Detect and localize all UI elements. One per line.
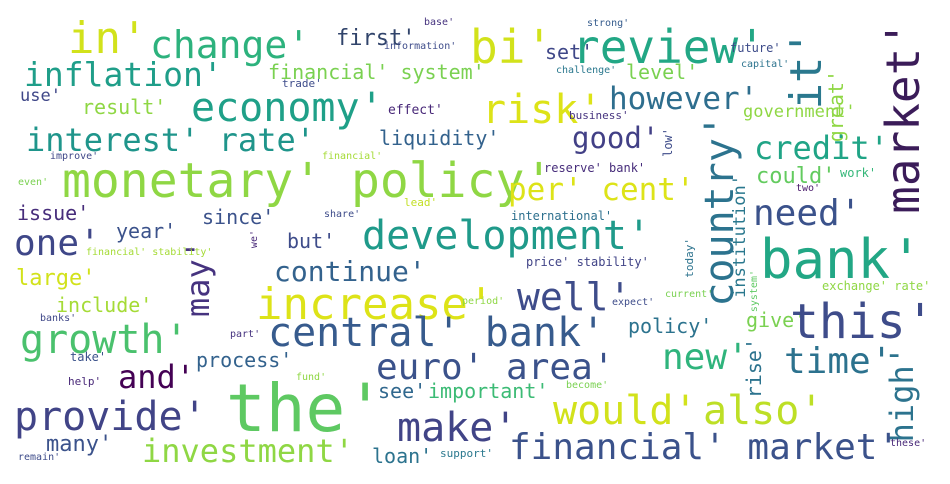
word-per-cent: per' cent': [508, 172, 695, 208]
word-the: the': [226, 370, 385, 447]
word-make: make': [397, 405, 518, 451]
word-business: business': [569, 109, 629, 122]
word-exchange-rate: exchange' rate': [822, 279, 931, 293]
word-include: include': [56, 293, 153, 317]
word-bank: bank': [760, 228, 923, 291]
word-take: take': [70, 350, 107, 364]
word-first: first': [336, 26, 416, 51]
word-set: set': [545, 40, 594, 64]
word-change: change': [150, 23, 311, 67]
word-banks: banks': [40, 313, 77, 324]
word-bi: bi': [470, 20, 554, 74]
word-these: these': [890, 438, 927, 449]
word-institution: institution': [730, 175, 750, 298]
word-also: also': [703, 388, 824, 434]
word-many: many': [46, 432, 113, 457]
word-financial-market: financial' market': [509, 427, 900, 468]
word-current: current': [665, 289, 714, 300]
word-development: development': [362, 213, 651, 259]
word-new: new': [662, 337, 749, 378]
word-need: need': [753, 193, 862, 234]
word-share: share': [324, 209, 361, 220]
word-strong: strong': [587, 18, 630, 29]
word-trade: trade': [282, 77, 322, 90]
word-fund: fund': [296, 372, 327, 383]
word-would: would': [553, 388, 698, 434]
word-and: and': [118, 358, 196, 396]
word-financial: financial': [322, 151, 383, 162]
word-investment: investment': [142, 432, 354, 470]
word-central-bank: central' bank': [268, 310, 606, 356]
word-capital: capital': [741, 59, 790, 70]
word-year: year': [116, 219, 177, 243]
word-increase: increase': [256, 279, 495, 330]
word-one: one': [14, 223, 101, 264]
word-large: large': [16, 266, 96, 291]
word-base: base': [424, 17, 455, 28]
word-provide: provide': [14, 394, 207, 440]
word-effect: effect': [388, 103, 443, 118]
word-this: this': [790, 294, 935, 350]
word-credit: credit': [754, 129, 889, 167]
word-help: help': [68, 375, 102, 388]
word-result: result': [82, 95, 167, 119]
word-give: give': [746, 308, 807, 332]
word-issue: issue': [17, 201, 90, 225]
word-liquidity: liquidity': [379, 126, 500, 150]
word-become: become': [566, 380, 609, 391]
word-well: well': [517, 275, 632, 319]
word-work: work': [840, 166, 877, 180]
word-policy: policy': [628, 314, 713, 338]
word-period: period': [462, 296, 505, 307]
word-time: time': [784, 341, 893, 382]
word-could: could': [756, 164, 836, 189]
word-monetary-policy: monetary' policy': [62, 153, 554, 209]
word-even: even': [18, 177, 49, 188]
word-review: review': [572, 20, 766, 74]
word-information: information': [384, 41, 457, 52]
word-lead: lead': [404, 196, 438, 209]
word-interest-rate: interest' rate': [26, 121, 315, 159]
word-we: we': [249, 230, 260, 249]
word-continue: continue': [274, 255, 426, 288]
word-system: system': [749, 270, 760, 313]
word-future: future': [730, 41, 781, 55]
word-support: support': [440, 447, 493, 460]
word-two: two': [796, 183, 821, 194]
word-growth: growth': [20, 317, 189, 363]
word-euro-area: euro' area': [376, 347, 615, 388]
word-international: international': [511, 209, 613, 223]
word-inflation: inflation': [24, 55, 223, 94]
word-however: however': [609, 81, 759, 117]
word-challenge: challenge': [556, 65, 617, 76]
word-government: government': [743, 102, 856, 122]
word-it: it': [781, 30, 832, 110]
word-important: important': [428, 379, 549, 403]
word-process: process': [196, 348, 293, 372]
word-improve: improve': [50, 151, 99, 162]
word-good: good': [572, 121, 660, 155]
word-price-stability: price' stability': [526, 255, 649, 269]
word-financial-system: financial' system': [268, 60, 485, 84]
word-risk: risk': [482, 87, 603, 133]
word-low: low': [661, 128, 675, 157]
word-expect: expect': [612, 297, 655, 308]
word-part: part': [230, 329, 261, 340]
word-level: level': [626, 60, 699, 84]
word-use: use': [20, 86, 61, 106]
word-today: today': [683, 238, 696, 278]
word-economy: economy': [191, 85, 384, 131]
word-since: since': [202, 205, 275, 229]
word-in: in': [68, 13, 148, 64]
word-financial-stability: financial' stability': [86, 247, 213, 258]
word-but: but': [287, 229, 336, 253]
word-market: market': [876, 20, 930, 214]
word-remain: remain': [18, 452, 61, 463]
word-loan: loan': [372, 444, 433, 468]
word-reserve-bank: reserve' bank': [544, 161, 646, 175]
word-see: see': [378, 379, 427, 403]
